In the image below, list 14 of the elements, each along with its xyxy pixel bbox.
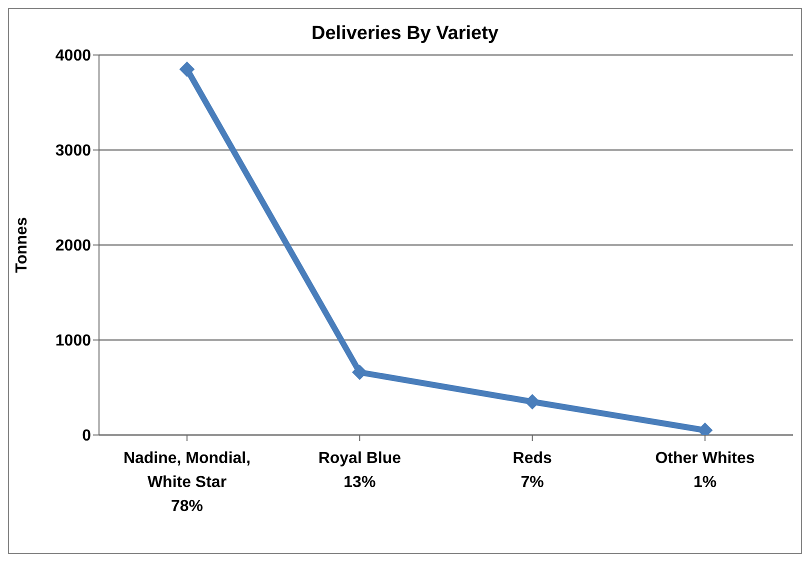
y-axis-title: Tonnes: [14, 217, 31, 273]
y-tick-label: 3000: [55, 142, 92, 160]
x-tick-label: Royal Blue 13%: [318, 450, 402, 491]
y-tick-label: 0: [82, 428, 92, 445]
x-tick-label: Nadine, Mondial, White Star 78%: [123, 450, 251, 515]
y-tick-label: 4000: [55, 48, 92, 65]
y-tick-label: 1000: [55, 332, 92, 350]
y-tick-label: 2000: [55, 238, 92, 255]
x-tick-label: Other Whites 1%: [655, 450, 755, 491]
x-tick-label: Reds 7%: [512, 450, 552, 491]
point: [180, 62, 194, 77]
point: [524, 394, 540, 410]
point: [352, 364, 368, 380]
chart-title: Deliveries By Variety: [310, 22, 500, 45]
